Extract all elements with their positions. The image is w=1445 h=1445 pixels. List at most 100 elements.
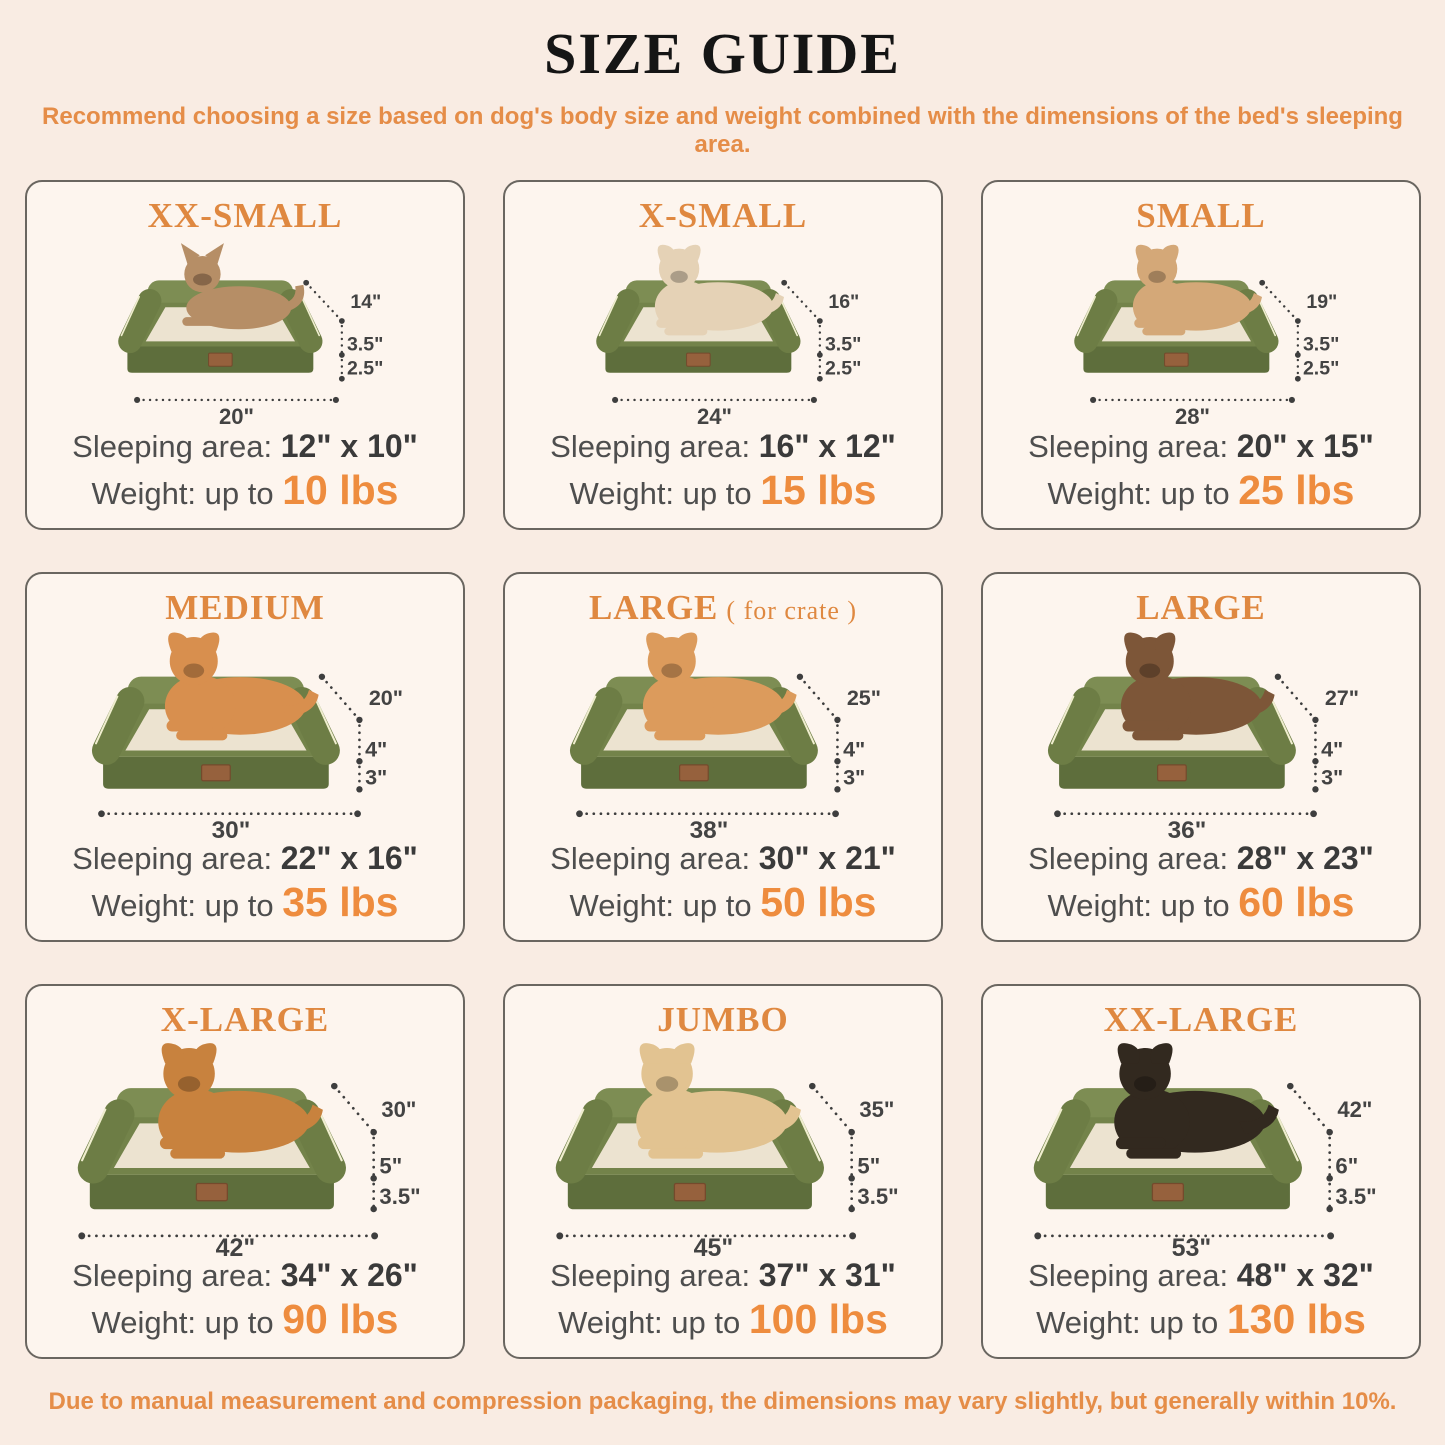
weight-value: 100 lbs bbox=[748, 1296, 888, 1342]
dimension-annotations: 19" 3.5" 2.5" 28" bbox=[1090, 279, 1339, 428]
bolster-height-label: 4" bbox=[1321, 737, 1343, 762]
weight-line: Weight: up to 15 lbs bbox=[570, 467, 877, 514]
sleeping-area-line: Sleeping area: 12" x 10" bbox=[72, 428, 418, 465]
size-name: XX-LARGE bbox=[1103, 1000, 1299, 1039]
back-width-label: 25" bbox=[847, 685, 881, 710]
bed-illustration: 20" 4" 3" 30" bbox=[32, 632, 403, 840]
bed-illustration: 30" 5" 3.5" 42" bbox=[32, 1043, 421, 1257]
overall-width-label: 38" bbox=[690, 817, 729, 840]
back-width-line bbox=[1260, 281, 1300, 323]
weight-label: Weight: up to bbox=[558, 1305, 741, 1340]
page-title: SIZE GUIDE bbox=[544, 21, 901, 86]
weight-line: Weight: up to 50 lbs bbox=[570, 879, 877, 926]
weight-label: Weight: up to bbox=[1047, 476, 1230, 511]
bed-illustration: 19" 3.5" 2.5" 28" bbox=[988, 244, 1339, 428]
sleeping-area-label: Sleeping area: bbox=[550, 1258, 751, 1293]
card-title: X-LARGE bbox=[161, 1000, 329, 1040]
back-width-line bbox=[332, 1084, 376, 1134]
size-card-medium: MEDIUM 20" 4" 3" 30" bbox=[25, 572, 465, 942]
bolster-height-label: 3.5" bbox=[825, 334, 861, 356]
sleeping-area-value: 30" x 21" bbox=[758, 840, 896, 876]
bolster-height-label: 5" bbox=[857, 1153, 880, 1178]
weight-value: 25 lbs bbox=[1238, 467, 1355, 513]
size-card-small: SMALL 19" 3.5" 2.5" 28" bbox=[981, 180, 1421, 530]
back-width-label: 27" bbox=[1325, 685, 1359, 710]
sleeping-area-value: 37" x 31" bbox=[758, 1257, 896, 1293]
sleeping-area-line: Sleeping area: 22" x 16" bbox=[72, 840, 418, 877]
sleeping-area-label: Sleeping area: bbox=[72, 1258, 273, 1293]
weight-value: 10 lbs bbox=[282, 467, 399, 513]
sleeping-area-label: Sleeping area: bbox=[550, 841, 751, 876]
size-name: X-LARGE bbox=[160, 1000, 330, 1039]
back-width-line bbox=[304, 281, 344, 323]
weight-value: 50 lbs bbox=[760, 879, 877, 925]
card-title: MEDIUM bbox=[165, 588, 325, 628]
back-width-label: 20" bbox=[369, 685, 403, 710]
sleeping-area-line: Sleeping area: 34" x 26" bbox=[72, 1257, 418, 1294]
base-height-label: 2.5" bbox=[347, 357, 383, 379]
overall-width-label: 53" bbox=[1172, 1234, 1212, 1257]
size-name: X-SMALL bbox=[638, 196, 808, 235]
sleeping-area-line: Sleeping area: 20" x 15" bbox=[1028, 428, 1374, 465]
sleeping-area-label: Sleeping area: bbox=[1028, 841, 1229, 876]
weight-value: 90 lbs bbox=[282, 1296, 399, 1342]
back-width-line bbox=[320, 675, 361, 722]
back-width-line bbox=[798, 675, 839, 722]
sleeping-area-label: Sleeping area: bbox=[1028, 429, 1229, 464]
base-height-label: 3.5" bbox=[1335, 1184, 1376, 1209]
card-title: XX-LARGE bbox=[1104, 1000, 1299, 1040]
bolster-height-label: 4" bbox=[843, 737, 865, 762]
back-width-label: 14" bbox=[350, 291, 381, 313]
base-height-label: 3" bbox=[843, 765, 865, 790]
dimension-annotations: 27" 4" 3" 36" bbox=[1054, 673, 1359, 840]
weight-line: Weight: up to 130 lbs bbox=[1036, 1296, 1366, 1343]
overall-width-label: 45" bbox=[694, 1234, 734, 1257]
bolster-height-label: 6" bbox=[1335, 1153, 1358, 1178]
weight-label: Weight: up to bbox=[569, 476, 752, 511]
size-name: LARGE bbox=[588, 588, 719, 627]
bed-illustration: 14" 3.5" 2.5" 20" bbox=[32, 243, 383, 428]
weight-value: 35 lbs bbox=[282, 879, 399, 925]
sleeping-area-value: 20" x 15" bbox=[1236, 428, 1374, 464]
card-title: LARGE bbox=[1136, 588, 1265, 628]
base-height-label: 2.5" bbox=[1303, 357, 1339, 379]
sleeping-area-value: 12" x 10" bbox=[280, 428, 418, 464]
sleeping-area-label: Sleeping area: bbox=[72, 841, 273, 876]
sleeping-area-label: Sleeping area: bbox=[550, 429, 751, 464]
size-guide-infographic: SIZE GUIDE Recommend choosing a size bas… bbox=[0, 0, 1445, 1415]
size-name: LARGE bbox=[1136, 588, 1266, 627]
subtitle: Recommend choosing a size based on dog's… bbox=[42, 103, 1403, 158]
size-card-jumbo: JUMBO 35" 5" 3.5" 45" bbox=[503, 984, 943, 1359]
card-title: LARGE( for crate ) bbox=[589, 588, 857, 628]
weight-label: Weight: up to bbox=[91, 888, 274, 923]
back-width-label: 16" bbox=[828, 291, 859, 313]
bed-illustration: 25" 4" 3" 38" bbox=[510, 632, 881, 840]
back-width-label: 42" bbox=[1337, 1097, 1372, 1122]
overall-width-label: 42" bbox=[216, 1234, 256, 1257]
back-width-label: 30" bbox=[381, 1097, 416, 1122]
bed-illustration: 42" 6" 3.5" 53" bbox=[988, 1043, 1377, 1257]
size-name: JUMBO bbox=[657, 1000, 789, 1039]
size-card-x-small: X-SMALL 16" 3.5" 2.5" 24" bbox=[503, 180, 943, 530]
weight-label: Weight: up to bbox=[1036, 1305, 1219, 1340]
dimension-annotations: 30" 5" 3.5" 42" bbox=[78, 1082, 421, 1257]
card-title: JUMBO bbox=[657, 1000, 788, 1040]
sleeping-area-line: Sleeping area: 28" x 23" bbox=[1028, 840, 1374, 877]
size-name: MEDIUM bbox=[165, 588, 325, 627]
bolster-height-label: 3.5" bbox=[347, 334, 383, 356]
overall-width-label: 36" bbox=[1168, 817, 1207, 840]
bed-illustration: 16" 3.5" 2.5" 24" bbox=[510, 244, 861, 428]
dimension-annotations: 16" 3.5" 2.5" 24" bbox=[612, 279, 861, 428]
sleeping-area-label: Sleeping area: bbox=[72, 429, 273, 464]
weight-line: Weight: up to 90 lbs bbox=[92, 1296, 399, 1343]
sleeping-area-value: 16" x 12" bbox=[758, 428, 896, 464]
bed-illustration: 35" 5" 3.5" 45" bbox=[510, 1043, 899, 1257]
weight-value: 60 lbs bbox=[1238, 879, 1355, 925]
back-width-line bbox=[1288, 1084, 1332, 1134]
size-card-x-large: X-LARGE 30" 5" 3.5" 42" bbox=[25, 984, 465, 1359]
base-height-label: 3.5" bbox=[379, 1184, 420, 1209]
dimension-annotations: 35" 5" 3.5" 45" bbox=[556, 1082, 899, 1257]
overall-width-label: 30" bbox=[212, 817, 251, 840]
dimension-annotations: 42" 6" 3.5" 53" bbox=[1034, 1082, 1377, 1257]
sleeping-area-line: Sleeping area: 37" x 31" bbox=[550, 1257, 896, 1294]
